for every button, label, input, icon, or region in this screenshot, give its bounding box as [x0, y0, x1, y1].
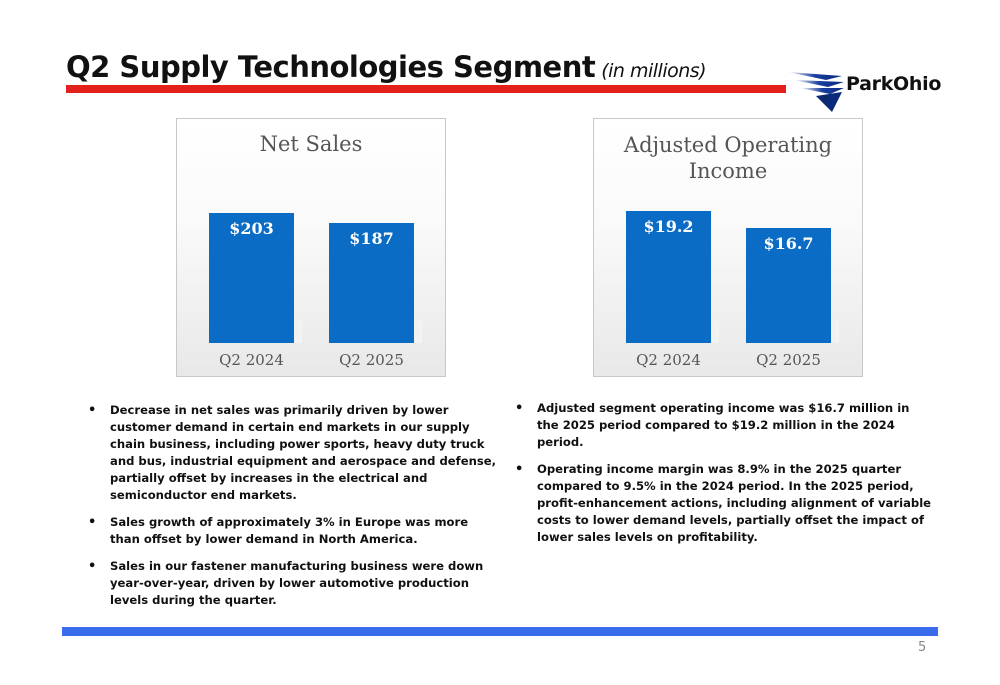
adjusted-operating-income-chart-title-line-2: Income	[688, 159, 768, 183]
data-label-q2-2025: $16.7	[763, 234, 814, 253]
adjusted-operating-income-chart: Adjusted Operating Income $19.2 Q2 2024 $1…	[593, 118, 863, 377]
net-sales-commentary: Decrease in net sales was primarily driv…	[86, 402, 496, 619]
list-item: Operating income margin was 8.9% in the …	[513, 461, 933, 546]
net-sales-chart: Net Sales $203 Q2 2024 $187 Q2 2025	[176, 118, 446, 377]
title-underline	[66, 85, 786, 93]
logo-registered-mark: ®	[820, 95, 829, 105]
page-title-text: Q2 Supply Technologies Segment	[66, 50, 596, 84]
data-label-q2-2024: $203	[229, 219, 274, 238]
bar-q2-2024	[626, 211, 711, 343]
parkohio-logo-icon	[788, 72, 844, 112]
category-label-q2-2025: Q2 2025	[756, 351, 821, 369]
page-number: 5	[918, 640, 927, 655]
bar-q2-2024	[209, 213, 294, 343]
list-item: Adjusted segment operating income was $1…	[513, 400, 933, 451]
data-label-q2-2024: $19.2	[643, 217, 694, 236]
page-title: Q2 Supply Technologies Segment (in millio…	[66, 50, 707, 84]
category-label-q2-2025: Q2 2025	[339, 351, 404, 369]
adjusted-operating-income-chart-title-line-1: Adjusted Operating	[623, 133, 833, 157]
category-label-q2-2024: Q2 2024	[636, 351, 701, 369]
net-sales-chart-title: Net Sales	[259, 132, 363, 156]
operating-income-commentary: Adjusted segment operating income was $1…	[513, 400, 933, 556]
bar-q2-2025	[329, 223, 414, 343]
list-item: Decrease in net sales was primarily driv…	[86, 402, 496, 504]
footer-rule	[62, 627, 938, 636]
category-label-q2-2024: Q2 2024	[219, 351, 284, 369]
data-label-q2-2025: $187	[349, 229, 394, 248]
list-item: Sales growth of approximately 3% in Euro…	[86, 514, 496, 548]
list-item: Sales in our fastener manufacturing busi…	[86, 558, 496, 609]
bar-q2-2025	[746, 228, 831, 343]
logo-text: ParkOhio	[846, 73, 942, 95]
page-subtitle: (in millions)	[601, 60, 707, 82]
